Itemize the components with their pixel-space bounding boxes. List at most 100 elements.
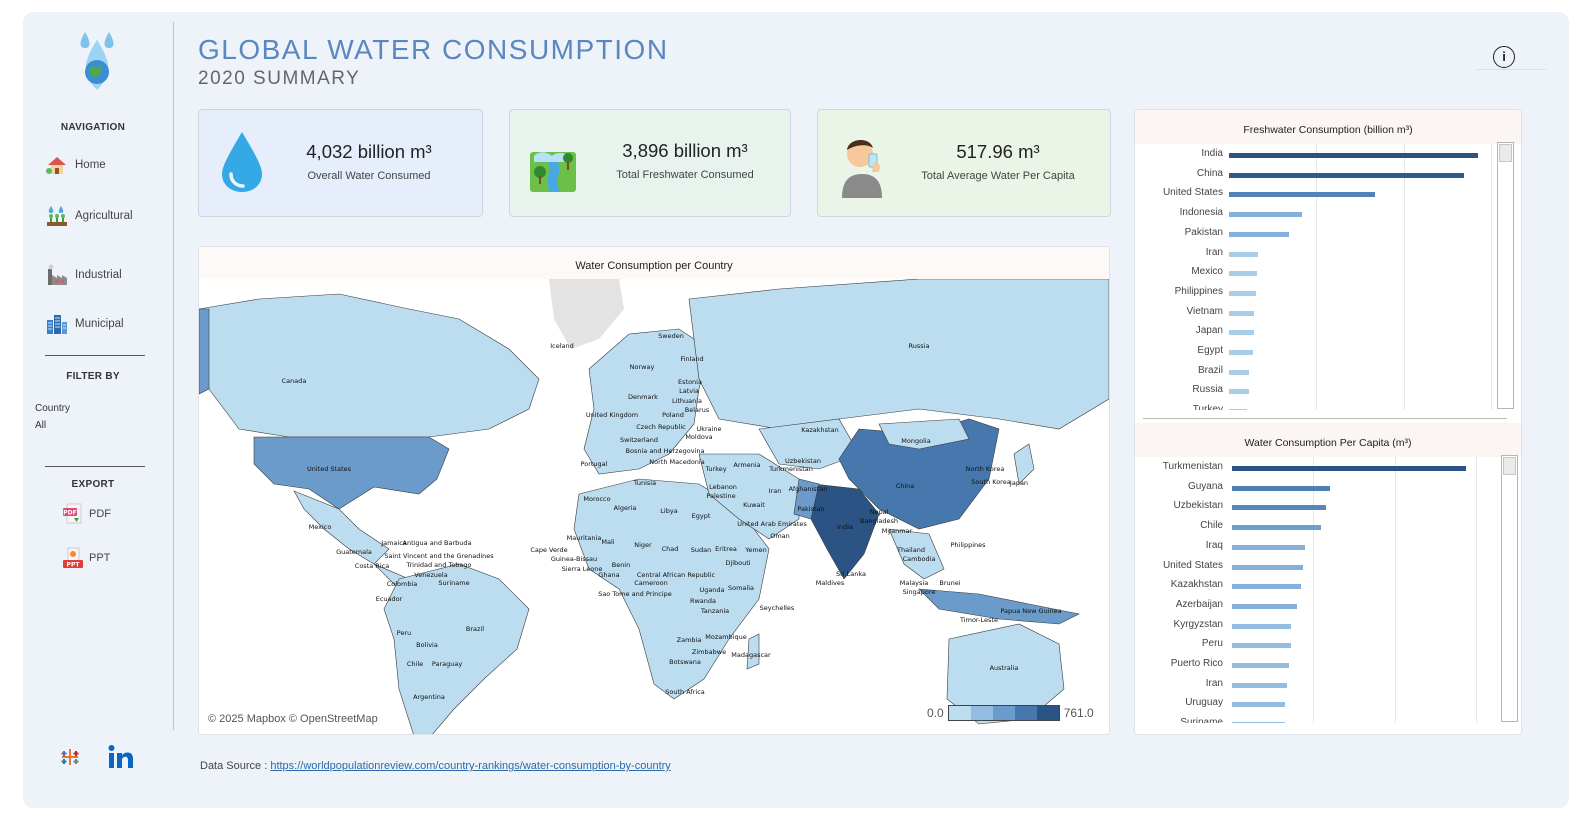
map-label-sri-lanka: Sri Lanka <box>836 570 866 578</box>
bar-mark[interactable] <box>1232 603 1298 609</box>
bar-row[interactable]: Peru <box>1135 638 1505 652</box>
bar-mark[interactable] <box>1232 466 1466 471</box>
percapita-scroll-thumb[interactable] <box>1503 457 1516 475</box>
bar-row[interactable]: Iraq <box>1135 540 1505 554</box>
europe-shape <box>583 328 710 475</box>
map-label-south-africa: South Africa <box>665 688 705 696</box>
bar-mark[interactable] <box>1232 663 1289 668</box>
sidebar-separator <box>45 466 145 467</box>
bar-row[interactable]: India <box>1135 148 1505 162</box>
bar-mark[interactable] <box>1232 505 1326 511</box>
map-label-mali: Mali <box>601 538 614 546</box>
bar-row[interactable]: United States <box>1135 187 1505 201</box>
map-label-egypt: Egypt <box>692 512 711 520</box>
kpi-percapita-label: Total Average Water Per Capita <box>921 170 1075 182</box>
bar-row[interactable]: Iran <box>1135 678 1505 692</box>
page-subtitle: 2020 SUMMARY <box>198 68 361 89</box>
export-pdf-button[interactable]: PDF PDF <box>63 503 111 525</box>
bar-row[interactable]: Iran <box>1135 247 1505 261</box>
choropleth-map[interactable]: Canada United States Mexico Guatemala Ja… <box>199 278 1110 735</box>
bar-mark[interactable] <box>1232 564 1304 570</box>
bar-mark[interactable] <box>1232 584 1302 590</box>
bar-category-label: Kazakhstan <box>1170 579 1223 591</box>
bar-mark[interactable] <box>1232 682 1287 688</box>
info-button[interactable]: i <box>1493 46 1515 68</box>
bar-row[interactable]: Vietnam <box>1135 306 1505 320</box>
map-label-south-korea: South Korea <box>971 478 1010 486</box>
bar-mark[interactable] <box>1232 722 1285 723</box>
map-label-papua-new-guinea: Papua New Guinea <box>1000 607 1061 615</box>
bar-mark[interactable] <box>1232 702 1285 708</box>
pakistan-shape <box>793 478 820 520</box>
world-map[interactable]: Canada United States Mexico Guatemala Ja… <box>199 278 1110 735</box>
bar-mark[interactable] <box>1232 525 1322 531</box>
export-ppt-button[interactable]: PPT PPT <box>63 547 110 569</box>
bar-row[interactable]: Uruguay <box>1135 697 1505 711</box>
bar-row[interactable]: Russia <box>1135 384 1505 398</box>
bar-row[interactable]: Suriname <box>1135 717 1505 723</box>
bar-row[interactable]: Uzbekistan <box>1135 500 1505 514</box>
bar-row[interactable]: Kyrgyzstan <box>1135 619 1505 633</box>
bar-row[interactable]: Puerto Rico <box>1135 658 1505 672</box>
bar-mark[interactable] <box>1229 192 1375 198</box>
bar-mark[interactable] <box>1229 350 1254 355</box>
ppt-icon: PPT <box>63 547 83 569</box>
map-label-moldova: Moldova <box>685 433 712 441</box>
bar-row[interactable]: Kazakhstan <box>1135 579 1505 593</box>
map-label-belarus: Belarus <box>685 406 710 414</box>
bar-mark[interactable] <box>1232 485 1330 491</box>
bar-row[interactable]: Philippines <box>1135 286 1505 300</box>
percapita-chart-header <box>1135 423 1521 457</box>
bar-mark[interactable] <box>1229 310 1255 316</box>
map-label-oman: Oman <box>770 532 790 540</box>
bar-row[interactable]: Turkmenistan <box>1135 461 1505 475</box>
bar-row[interactable]: Egypt <box>1135 345 1505 359</box>
australia-shape <box>946 623 1065 725</box>
bar-mark[interactable] <box>1229 290 1257 296</box>
indonesia-shape <box>918 588 1080 625</box>
map-label-mozambique: Mozambique <box>705 633 747 641</box>
data-source-link[interactable]: https://worldpopulationreview.com/countr… <box>270 760 671 772</box>
country-filter-value[interactable]: All <box>35 420 47 431</box>
map-attribution[interactable]: © 2025 Mapbox © OpenStreetMap <box>208 713 378 725</box>
bar-row[interactable]: Azerbaijan <box>1135 599 1505 613</box>
bar-row[interactable]: Japan <box>1135 325 1505 339</box>
bar-row[interactable]: Chile <box>1135 520 1505 534</box>
bar-mark[interactable] <box>1229 251 1259 257</box>
freshwater-scroll-thumb[interactable] <box>1499 144 1512 162</box>
bar-row[interactable]: Guyana <box>1135 481 1505 495</box>
bar-row[interactable]: Pakistan <box>1135 227 1505 241</box>
bar-mark[interactable] <box>1229 369 1250 375</box>
bar-row[interactable]: Indonesia <box>1135 207 1505 221</box>
bar-mark[interactable] <box>1229 271 1258 277</box>
bar-row[interactable]: United States <box>1135 560 1505 574</box>
nav-industrial[interactable]: Industrial <box>45 263 122 287</box>
bar-mark[interactable] <box>1229 153 1479 158</box>
freshwater-scrollbar[interactable] <box>1497 142 1514 409</box>
nav-municipal[interactable]: Municipal <box>45 312 124 336</box>
bar-mark[interactable] <box>1229 409 1248 410</box>
bar-mark[interactable] <box>1232 623 1291 629</box>
bar-row[interactable]: Brazil <box>1135 365 1505 379</box>
home-icon <box>46 157 66 174</box>
bar-mark[interactable] <box>1229 330 1254 336</box>
percapita-scrollbar[interactable] <box>1501 455 1518 722</box>
nav-home[interactable]: Home <box>45 153 106 177</box>
bar-row[interactable]: Turkey <box>1135 404 1505 410</box>
bar-row[interactable]: China <box>1135 168 1505 182</box>
bar-mark[interactable] <box>1229 212 1302 218</box>
linkedin-icon[interactable] <box>107 744 135 770</box>
bar-mark[interactable] <box>1232 544 1306 550</box>
map-label-china: China <box>896 482 915 490</box>
bar-mark[interactable] <box>1232 643 1291 649</box>
map-label-iceland: Iceland <box>550 342 574 350</box>
bar-mark[interactable] <box>1229 172 1464 178</box>
nav-agricultural[interactable]: Agricultural <box>45 204 133 228</box>
bar-mark[interactable] <box>1229 389 1249 395</box>
legend-min: 0.0 <box>927 706 944 720</box>
bar-row[interactable]: Mexico <box>1135 266 1505 280</box>
freshwater-chart-title: Freshwater Consumption (billion m³) <box>1243 124 1413 136</box>
bar-mark[interactable] <box>1229 231 1289 237</box>
chart-gridline <box>1403 144 1405 410</box>
tableau-icon[interactable] <box>59 746 81 768</box>
